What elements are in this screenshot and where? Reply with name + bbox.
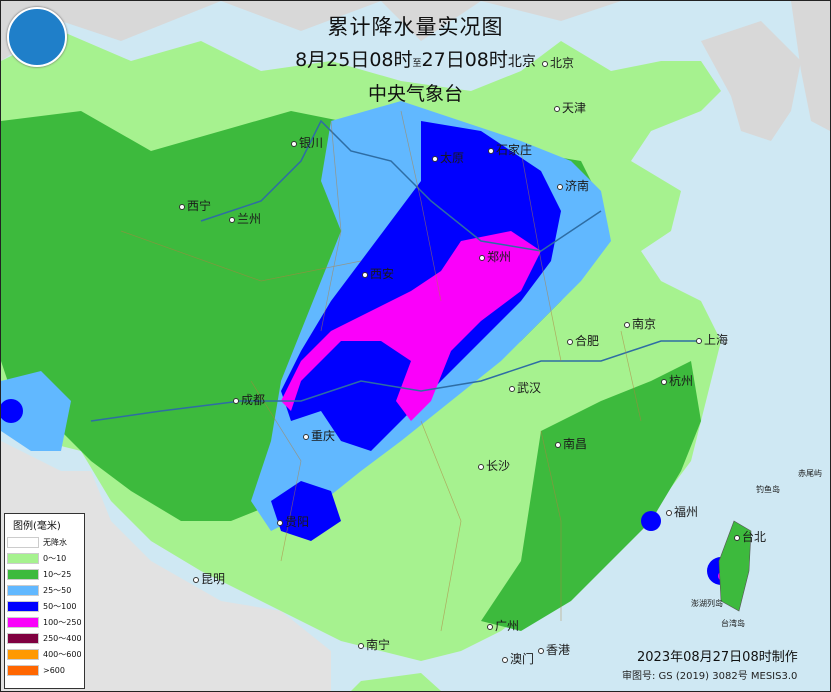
- production-time: 2023年08月27日08时制作: [637, 650, 798, 665]
- city-label-guangzhou: 广州: [487, 620, 519, 632]
- map-period: 8月25日08时至27日08时北京: [1, 45, 830, 72]
- period-start: 8月25日08时: [295, 49, 413, 71]
- legend-swatch: [7, 664, 39, 676]
- legend-swatch: [7, 600, 39, 612]
- city-label-chengdu: 成都: [233, 394, 265, 406]
- city-label-taibei: 台北: [734, 531, 766, 543]
- legend-item: 0～10: [5, 550, 84, 566]
- province-borders: [120, 110, 642, 632]
- period-connector: 至: [412, 59, 422, 69]
- rain-50-100-spot: [641, 511, 661, 531]
- legend-item: 400～600: [5, 646, 84, 662]
- legend-swatch: [7, 568, 39, 580]
- city-label-shanghai: 上海: [696, 334, 728, 346]
- yangtze-river: [90, 340, 701, 422]
- legend-swatch: [7, 632, 39, 644]
- city-label-shijiazhuang: 石家庄: [488, 144, 532, 156]
- city-label-yinchuan: 银川: [291, 137, 323, 149]
- legend-title: 图例(毫米): [13, 521, 61, 532]
- city-label-nanjing: 南京: [624, 318, 656, 330]
- taiwan-island: [718, 520, 752, 612]
- legend-label: >600: [43, 665, 65, 675]
- rain-100-250-area: [281, 231, 541, 421]
- legend-label: 25～50: [43, 585, 72, 595]
- map-approval-number: 审图号: GS (2019) 3082号 MESIS3.0: [622, 671, 798, 682]
- hainan-edge: [351, 673, 441, 691]
- island-label-penghu: 澎湖列岛: [691, 599, 723, 608]
- city-label-guiyang: 贵阳: [277, 516, 309, 528]
- map-title: 累计降水量实况图: [327, 15, 504, 39]
- rain-50-100-spot: [1, 399, 23, 423]
- cma-logo-icon: [7, 7, 67, 67]
- legend-swatch: [7, 536, 39, 548]
- legend-item: 25～50: [5, 582, 84, 598]
- legend-box: 图例(毫米) 无降水 0～10 10～25 25～50 50～100 100～250 250…: [4, 513, 85, 689]
- city-label-fuzhou: 福州: [666, 506, 698, 518]
- legend-label: 50～100: [43, 601, 77, 611]
- legend-swatch: [7, 616, 39, 628]
- city-label-lanzhou: 兰州: [229, 213, 261, 225]
- city-label-jinan: 济南: [557, 180, 589, 192]
- city-label-chongqing: 重庆: [303, 430, 335, 442]
- city-label-beijing: 北京: [542, 57, 574, 69]
- rain-50-100-guiyang: [271, 481, 341, 541]
- legend-item: 100～250: [5, 614, 84, 630]
- legend-label: 无降水: [43, 537, 67, 547]
- legend-label: 400～600: [43, 649, 82, 659]
- city-label-hefei: 合肥: [567, 335, 599, 347]
- city-label-nanchang: 南昌: [555, 438, 587, 450]
- legend-item: 50～100: [5, 598, 84, 614]
- city-label-xianggang: 香港: [538, 644, 570, 656]
- legend-item: 250～400: [5, 630, 84, 646]
- city-label-nanning: 南宁: [358, 639, 390, 651]
- legend-rows: 无降水 0～10 10～25 25～50 50～100 100～250 250～400 400…: [5, 534, 84, 678]
- legend-swatch: [7, 584, 39, 596]
- city-label-taiyuan: 太原: [432, 152, 464, 164]
- island-label-taiwandao: 台湾岛: [721, 619, 745, 628]
- legend-label: 10～25: [43, 569, 72, 579]
- korea-peninsula: [701, 21, 801, 141]
- legend-item: 10～25: [5, 566, 84, 582]
- period-end: 27日08时: [421, 49, 508, 71]
- city-label-changsha: 长沙: [478, 460, 510, 472]
- city-label-aomen: 澳门: [502, 653, 534, 665]
- city-label-wuhan: 武汉: [509, 382, 541, 394]
- city-label-xining: 西宁: [179, 200, 211, 212]
- city-label-kunming: 昆明: [193, 573, 225, 585]
- rain-25-50-west: [1, 371, 71, 451]
- period-timezone: 北京: [507, 54, 536, 70]
- legend-label: 100～250: [43, 617, 82, 627]
- northern-outside-land: [1, 1, 621, 61]
- city-label-zhengzhou: 郑州: [479, 251, 511, 263]
- legend-item: >600: [5, 662, 84, 678]
- legend-swatch: [7, 552, 39, 564]
- yellow-river: [200, 119, 602, 252]
- legend-item: 无降水: [5, 534, 84, 550]
- city-label-hangzhou: 杭州: [661, 375, 693, 387]
- legend-label: 0～10: [43, 553, 67, 563]
- legend-swatch: [7, 648, 39, 660]
- japan-land: [791, 1, 830, 131]
- map-agency: 中央气象台: [367, 83, 463, 105]
- city-label-xian: 西安: [362, 268, 394, 280]
- city-label-tianjin: 天津: [554, 102, 586, 114]
- island-label-diaoyudao: 钓鱼岛: [756, 485, 780, 494]
- legend-label: 250～400: [43, 633, 82, 643]
- rain-10-25-southeast: [481, 361, 701, 631]
- island-label-chiweiyu: 赤尾屿: [798, 469, 822, 478]
